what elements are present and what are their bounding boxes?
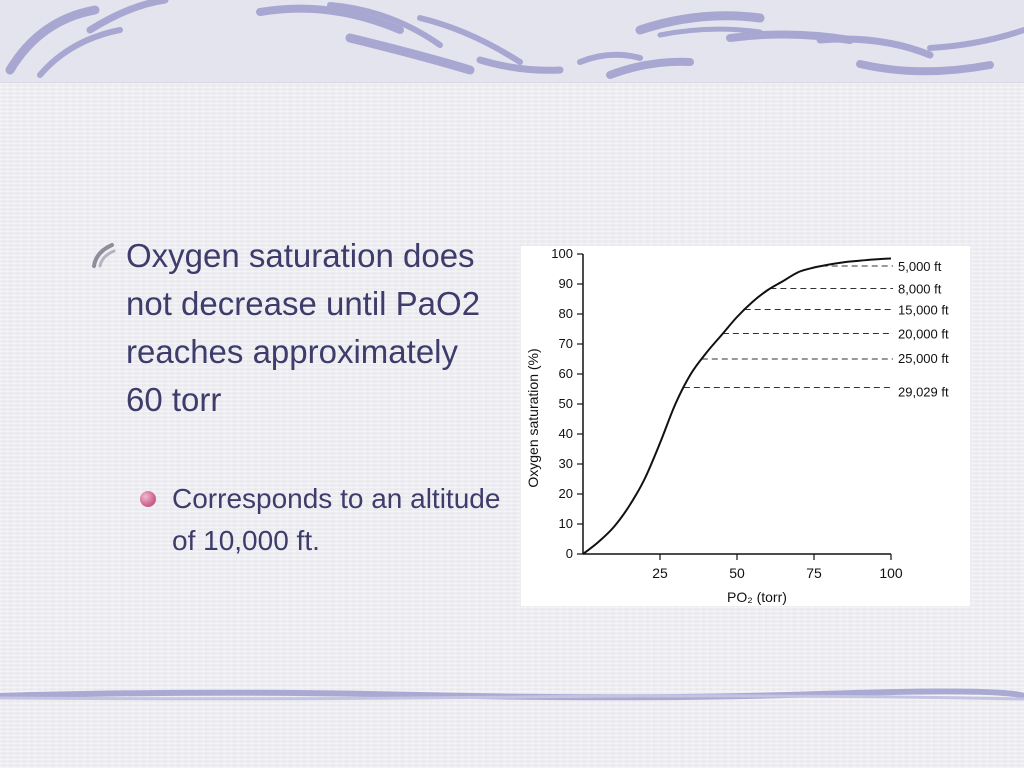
y-tick-label: 20 bbox=[559, 486, 573, 501]
x-tick-label: 75 bbox=[806, 565, 822, 581]
y-axis-label: Oxygen saturation (%) bbox=[525, 348, 541, 487]
x-tick-label: 50 bbox=[729, 565, 745, 581]
main-bullet-text: Oxygen saturation does not decrease unti… bbox=[126, 237, 481, 418]
altitude-label: 5,000 ft bbox=[898, 259, 942, 274]
decorative-header bbox=[0, 0, 1024, 83]
y-tick-label: 10 bbox=[559, 516, 573, 531]
swirl-decoration bbox=[5, 0, 1024, 79]
oxygen-dissociation-chart: 0 10 20 30 40 50 60 70 80 90 100 25 50 75 100 5,000 ft… bbox=[521, 246, 970, 606]
x-tick-label: 100 bbox=[879, 565, 903, 581]
y-tick-label: 60 bbox=[559, 366, 573, 381]
y-tick-label: 30 bbox=[559, 456, 573, 471]
sub-bullet-text: Corresponds to an altitude of 10,000 ft. bbox=[172, 483, 501, 556]
y-tick-label: 100 bbox=[551, 246, 573, 261]
altitude-label: 8,000 ft bbox=[898, 282, 942, 297]
chart-svg: 0 10 20 30 40 50 60 70 80 90 100 25 50 75 100 5,000 ft… bbox=[525, 246, 949, 605]
y-tick-label: 80 bbox=[559, 306, 573, 321]
pink-dot-icon bbox=[140, 491, 156, 507]
y-tick-label: 40 bbox=[559, 426, 573, 441]
y-tick-label: 50 bbox=[559, 396, 573, 411]
altitude-label: 29,029 ft bbox=[898, 385, 949, 400]
swirl-bullet-icon bbox=[92, 243, 116, 268]
y-tick-label: 90 bbox=[559, 276, 573, 291]
altitude-label: 25,000 ft bbox=[898, 351, 949, 366]
decorative-footer-rule bbox=[0, 688, 1024, 701]
altitude-label: 15,000 ft bbox=[898, 303, 949, 318]
y-tick-label: 70 bbox=[559, 336, 573, 351]
x-tick-label: 25 bbox=[652, 565, 668, 581]
altitude-label: 20,000 ft bbox=[898, 327, 949, 342]
saturation-curve bbox=[582, 257, 892, 555]
x-axis-label: PO₂ (torr) bbox=[727, 589, 787, 605]
y-tick-label: 0 bbox=[566, 546, 573, 561]
